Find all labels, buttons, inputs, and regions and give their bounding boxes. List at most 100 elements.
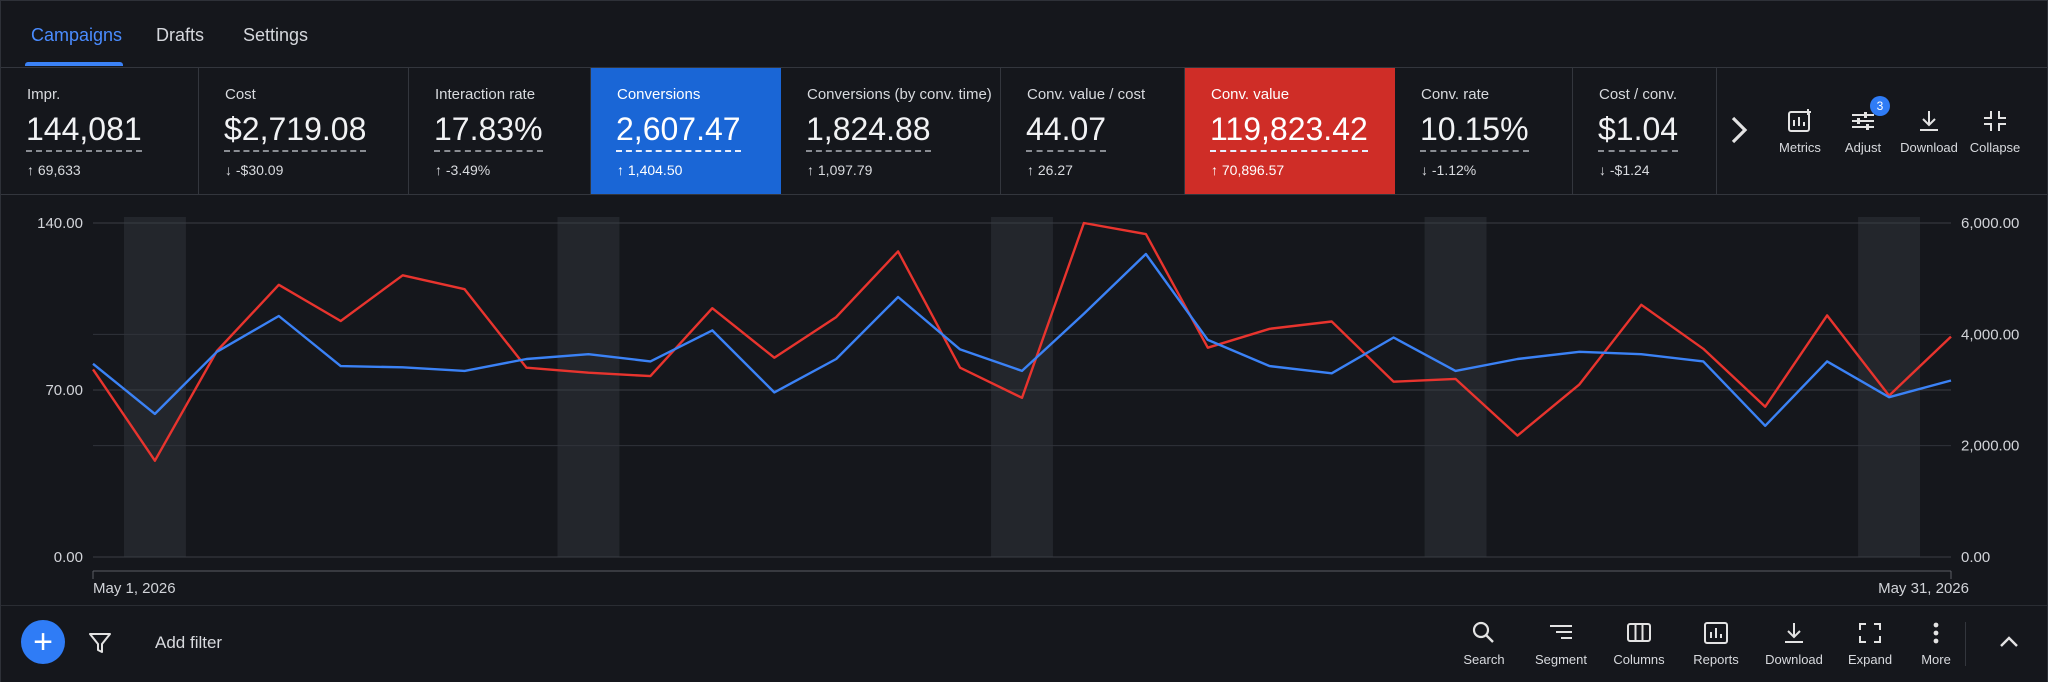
weekend-band bbox=[1858, 217, 1921, 557]
metric-label: Cost bbox=[225, 86, 256, 103]
x-end-label: May 31, 2026 bbox=[1878, 580, 1969, 597]
chart-series bbox=[92, 221, 1952, 462]
arrow-up-icon: ↑ bbox=[1027, 162, 1034, 178]
arrow-up-icon: ↑ bbox=[435, 162, 442, 178]
download-button[interactable]: Download bbox=[1896, 108, 1962, 155]
performance-chart[interactable]: 140.00 70.00 0.00 6,000.00 4,000.00 2,000.00 0… bbox=[1, 195, 2047, 605]
more-label: More bbox=[1921, 652, 1951, 667]
adjust-badge: 3 bbox=[1870, 96, 1890, 116]
columns-icon bbox=[1627, 623, 1651, 642]
plus-icon: + bbox=[33, 623, 53, 661]
metric-card-cost-per-conv[interactable]: Cost / conv. $1.04 ↓ -$1.24 bbox=[1573, 68, 1717, 194]
collapse-label: Collapse bbox=[1969, 140, 2021, 155]
metric-card-conv-rate[interactable]: Conv. rate 10.15% ↓ -1.12% bbox=[1395, 68, 1573, 194]
arrow-down-icon: ↓ bbox=[1599, 162, 1606, 178]
columns-button[interactable]: Columns bbox=[1603, 620, 1675, 667]
chevron-up-icon[interactable] bbox=[1995, 628, 2023, 656]
arrow-down-icon: ↓ bbox=[225, 162, 232, 178]
tab-bar: Campaigns Drafts Settings bbox=[1, 1, 2047, 68]
right-axis-tick-label: 4,000.00 bbox=[1961, 326, 2019, 343]
metric-card-conversions-by-conv-time[interactable]: Conversions (by conv. time) 1,824.88 ↑ 1… bbox=[781, 68, 1001, 194]
weekend-bands bbox=[123, 217, 1921, 557]
weekend-band bbox=[123, 217, 186, 557]
metric-delta: ↑ 1,097.79 bbox=[807, 162, 873, 178]
metric-delta: ↑ 1,404.50 bbox=[617, 162, 683, 178]
adjust-icon bbox=[1852, 112, 1874, 130]
search-button[interactable]: Search bbox=[1448, 620, 1520, 667]
chevron-right-icon[interactable] bbox=[1725, 112, 1753, 148]
add-button[interactable]: + bbox=[21, 620, 65, 664]
metric-value: 2,607.47 bbox=[616, 110, 741, 152]
toolbar-divider bbox=[1965, 622, 1966, 666]
metric-delta: ↑ 69,633 bbox=[27, 162, 81, 178]
metric-card-impressions[interactable]: Impr. 144,081 ↑ 69,633 bbox=[1, 68, 199, 194]
left-axis-tick-label: 70.00 bbox=[45, 382, 83, 399]
download-icon bbox=[1785, 623, 1803, 643]
metric-card-interaction-rate[interactable]: Interaction rate 17.83% ↑ -3.49% bbox=[409, 68, 591, 194]
metrics-label: Metrics bbox=[1779, 140, 1821, 155]
chart-grid bbox=[92, 222, 1952, 579]
reports-button[interactable]: Reports bbox=[1680, 620, 1752, 667]
chart-axes: 140.00 70.00 0.00 6,000.00 4,000.00 2,000.00 0… bbox=[37, 215, 2019, 566]
tab-campaigns[interactable]: Campaigns bbox=[31, 25, 123, 45]
more-button[interactable]: More bbox=[1900, 620, 1972, 667]
metric-value: $2,719.08 bbox=[224, 110, 367, 152]
metric-delta: ↓ -$1.24 bbox=[1599, 162, 1650, 178]
search-label: Search bbox=[1463, 652, 1505, 667]
weekend-band bbox=[557, 217, 620, 557]
filter-icon[interactable] bbox=[87, 630, 113, 656]
add-filter-button[interactable]: Add filter bbox=[155, 633, 223, 652]
segment-icon bbox=[1550, 625, 1572, 639]
search-icon bbox=[1472, 621, 1494, 643]
metric-label: Cost / conv. bbox=[1599, 86, 1678, 103]
segment-button[interactable]: Segment bbox=[1525, 620, 1597, 667]
conv-value-line bbox=[92, 221, 1952, 462]
metric-label: Conv. value bbox=[1211, 86, 1290, 103]
weekend-band bbox=[1424, 217, 1487, 557]
arrow-up-icon: ↑ bbox=[807, 162, 814, 178]
expand-button[interactable]: Expand bbox=[1834, 620, 1906, 667]
expand-icon bbox=[1859, 623, 1881, 643]
reports-icon bbox=[1704, 622, 1728, 644]
arrow-up-icon: ↑ bbox=[617, 162, 624, 178]
metric-label: Conv. rate bbox=[1421, 86, 1490, 103]
metric-card-conv-value[interactable]: Conv. value 119,823.42 ↑ 70,896.57 bbox=[1185, 68, 1395, 194]
tab-settings[interactable]: Settings bbox=[243, 25, 309, 45]
x-start-label: May 1, 2026 bbox=[93, 580, 176, 597]
metric-value: 119,823.42 bbox=[1210, 110, 1368, 152]
collapse-button[interactable]: Collapse bbox=[1962, 108, 2028, 155]
metric-value: 144,081 bbox=[26, 110, 142, 152]
columns-label: Columns bbox=[1613, 652, 1665, 667]
adjust-button[interactable]: 3 Adjust bbox=[1830, 96, 1896, 155]
right-axis-tick-label: 2,000.00 bbox=[1961, 438, 2019, 455]
metric-delta: ↓ -$30.09 bbox=[225, 162, 284, 178]
metric-delta: ↑ 26.27 bbox=[1027, 162, 1073, 178]
metric-card-conv-value-cost[interactable]: Conv. value / cost 44.07 ↑ 26.27 bbox=[1001, 68, 1185, 194]
metric-delta: ↑ 70,896.57 bbox=[1211, 162, 1285, 178]
right-axis-tick-label: 0.00 bbox=[1961, 549, 1990, 566]
metrics-button[interactable]: Metrics bbox=[1767, 108, 1833, 155]
active-tab-indicator bbox=[25, 62, 123, 66]
more-vert-icon bbox=[1933, 622, 1939, 644]
metric-label: Conv. value / cost bbox=[1027, 86, 1146, 103]
metric-label: Conversions bbox=[617, 86, 701, 103]
metric-label: Impr. bbox=[27, 86, 61, 103]
download-label: Download bbox=[1900, 140, 1958, 155]
expand-label: Expand bbox=[1847, 652, 1893, 667]
download-icon bbox=[1920, 111, 1938, 131]
metric-value: 17.83% bbox=[434, 110, 543, 152]
metric-label: Interaction rate bbox=[435, 86, 536, 103]
arrow-up-icon: ↑ bbox=[27, 162, 34, 178]
bottom-download-button[interactable]: Download bbox=[1758, 620, 1830, 667]
metrics-row: Impr. 144,081 ↑ 69,633 Cost $2,719.08 ↓ … bbox=[1, 68, 2047, 195]
download-label: Download bbox=[1765, 652, 1823, 667]
tab-drafts[interactable]: Drafts bbox=[156, 25, 205, 45]
metric-card-cost[interactable]: Cost $2,719.08 ↓ -$30.09 bbox=[199, 68, 409, 194]
metric-value: 1,824.88 bbox=[806, 110, 931, 152]
arrow-down-icon: ↓ bbox=[1421, 162, 1428, 178]
metric-card-conversions[interactable]: Conversions 2,607.47 ↑ 1,404.50 bbox=[591, 68, 781, 194]
adjust-label: Adjust bbox=[1844, 140, 1882, 155]
metrics-icon bbox=[1788, 109, 1811, 132]
right-axis-tick-label: 6,000.00 bbox=[1961, 215, 2019, 232]
